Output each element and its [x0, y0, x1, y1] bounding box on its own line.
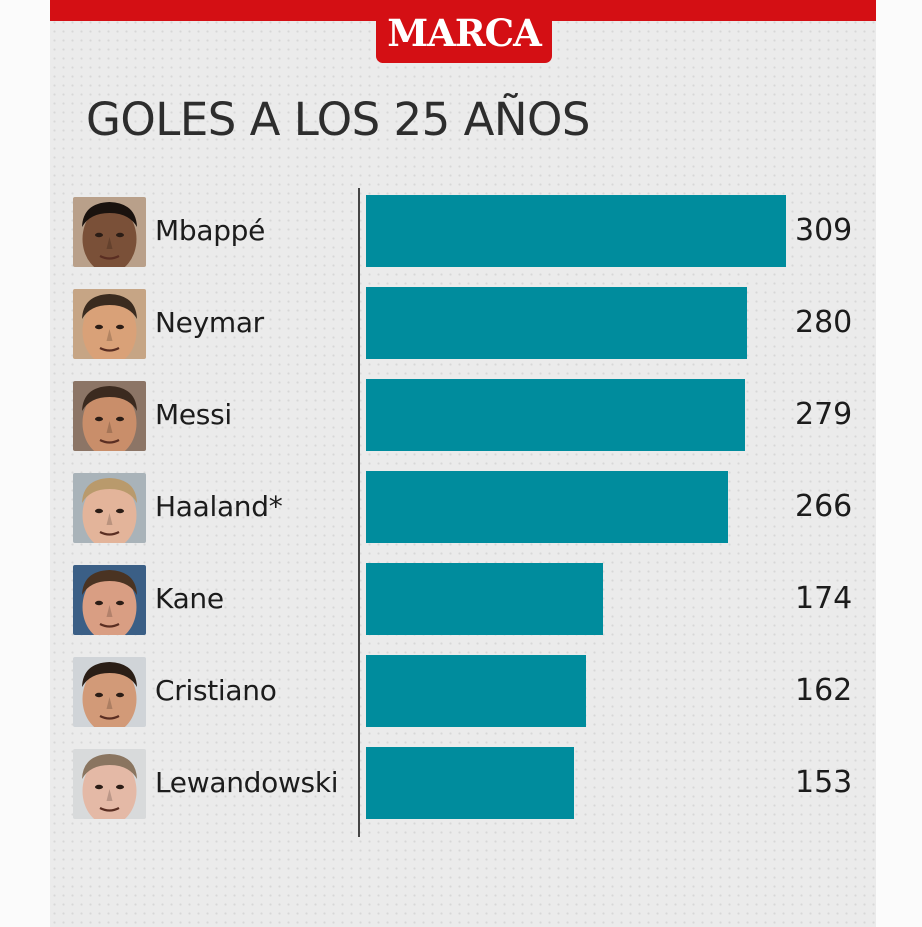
mbappe-photo-icon	[73, 197, 146, 267]
goals-value-label: 153	[795, 765, 853, 800]
chart-row: Lewandowski 153	[0, 747, 922, 821]
chart-row: Kane 174	[0, 563, 922, 637]
goals-value-label: 309	[795, 213, 853, 248]
goals-value-label: 266	[795, 489, 853, 524]
goals-bar	[366, 563, 603, 635]
neymar-photo-icon	[73, 289, 146, 359]
cristiano-photo-icon	[73, 657, 146, 727]
goals-value-label: 279	[795, 397, 853, 432]
kane-photo-icon	[73, 565, 146, 635]
goals-value-label: 162	[795, 673, 853, 708]
messi-photo-icon	[73, 381, 146, 451]
marca-logo: MARCA	[376, 0, 552, 63]
goals-bar	[366, 379, 745, 451]
goals-value-label: 280	[795, 305, 853, 340]
goals-value-label: 174	[795, 581, 853, 616]
goals-bar	[366, 195, 786, 267]
player-name-label: Mbappé	[155, 214, 266, 247]
chart-row: Mbappé 309	[0, 195, 922, 269]
chart-title: GOLES A LOS 25 AÑOS	[86, 93, 591, 146]
goals-bar	[366, 655, 586, 727]
chart-row: Messi 279	[0, 379, 922, 453]
lewandowski-photo-icon	[73, 749, 146, 819]
chart-row: Neymar 280	[0, 287, 922, 361]
player-name-label: Kane	[155, 582, 224, 615]
haaland-photo-icon	[73, 473, 146, 543]
goals-bar	[366, 471, 728, 543]
player-name-label: Lewandowski	[155, 766, 339, 799]
chart-row: Cristiano 162	[0, 655, 922, 729]
player-name-label: Neymar	[155, 306, 264, 339]
goals-bar	[366, 747, 574, 819]
chart-row: Haaland* 266	[0, 471, 922, 545]
goals-bar	[366, 287, 747, 359]
infographic-panel: MARCA GOLES A LOS 25 AÑOS	[50, 0, 876, 927]
player-name-label: Cristiano	[155, 674, 277, 707]
player-name-label: Haaland*	[155, 490, 283, 523]
player-name-label: Messi	[155, 398, 232, 431]
category-axis-line	[358, 188, 360, 837]
